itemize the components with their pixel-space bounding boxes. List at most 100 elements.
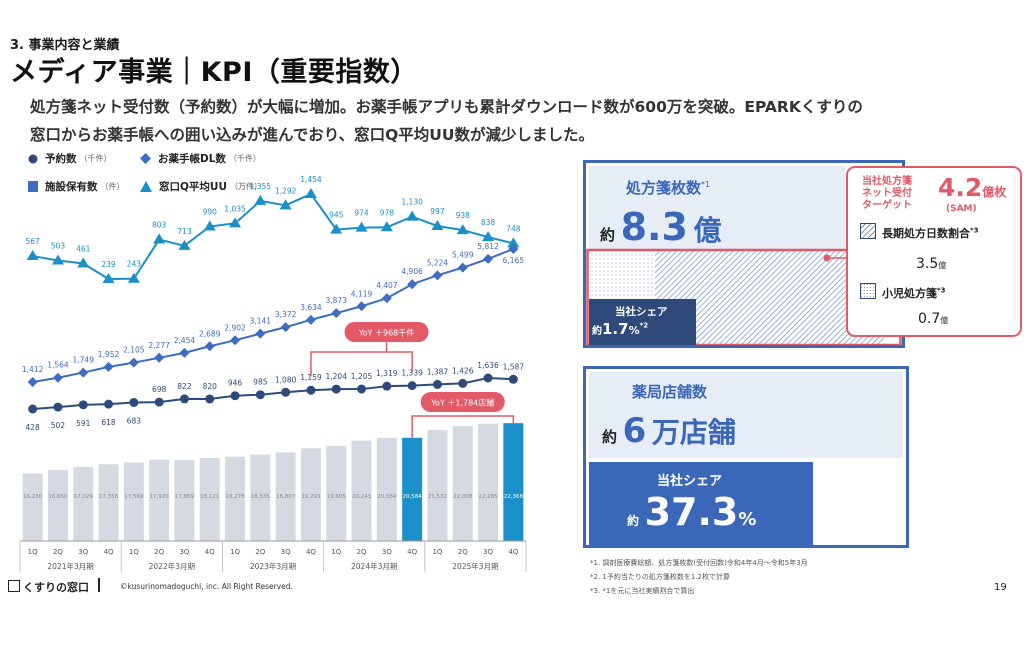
app-dl-point — [483, 253, 494, 264]
uu-point — [482, 231, 495, 242]
uu-value-label: 938 — [456, 211, 471, 220]
facility-bar — [376, 437, 397, 541]
reservations-value-label: 1,426 — [452, 366, 474, 375]
app-dl-value-label: 5,812 — [477, 242, 499, 251]
facility-bar — [503, 423, 524, 541]
legend-unit: （万件） — [229, 182, 262, 191]
reservations-value-label: 591 — [76, 419, 91, 428]
pharmacies-share-box: 当社シェア 約 37.3% — [589, 462, 813, 545]
prescriptions-title-text: 処方箋枚数 — [626, 179, 702, 197]
category-tick-label: 2Q — [458, 548, 468, 556]
facility-bar-label: 17,569 — [124, 494, 144, 500]
pediatric-value-unit: 億 — [940, 316, 949, 325]
uu-value-label: 1,355 — [250, 182, 272, 191]
category-tick-label: 2Q — [255, 548, 265, 556]
legend-app-downloads: お薬手帳DL数 （千件） — [140, 151, 261, 166]
pharmacies-kpi-box: 薬局店舗数 約 6 万店舗 当社シェア 約 37.3% — [583, 366, 909, 548]
reservations-value-label: 1,636 — [477, 361, 499, 370]
uu-point — [26, 250, 39, 261]
yoy-reservations-bracket — [310, 351, 413, 377]
uu-point — [355, 221, 368, 232]
category-tick-label: 1Q — [129, 548, 139, 556]
logo-icon — [8, 580, 20, 592]
uu-point — [456, 224, 469, 235]
prescriptions-share-prefix: 約 — [592, 326, 602, 337]
reservations-value-label: 822 — [177, 382, 192, 391]
category-tick-label: 3Q — [382, 548, 392, 556]
category-tick-label: 2Q — [357, 548, 367, 556]
facility-bar — [174, 460, 195, 541]
pediatric-label-sup: *3 — [937, 286, 946, 295]
uu-value-label: 974 — [354, 209, 369, 218]
pharmacies-title: 薬局店舗数 — [632, 383, 708, 401]
uu-value-label: 239 — [101, 260, 116, 269]
legend-reservations: 予約数 （千件） — [28, 151, 112, 166]
app-dl-value-label: 2,454 — [174, 336, 196, 345]
uu-value-label: 713 — [177, 227, 192, 236]
category-tick-label: 4Q — [407, 548, 417, 556]
uu-value-label: 838 — [481, 218, 496, 227]
reservations-point — [331, 384, 341, 394]
pharmacies-share-value: 約 37.3% — [627, 490, 756, 534]
prescriptions-value-prefix: 約 — [600, 226, 616, 244]
uu-point — [431, 219, 444, 230]
app-dl-point — [78, 367, 89, 378]
prescriptions-share-box: 当社シェア 約1.7%*2 — [589, 299, 696, 345]
footnote-3: *3. *1を元に当社実績割合で算出 — [590, 587, 695, 595]
app-dl-value-label: 1,564 — [47, 361, 69, 370]
category-tick-label: 3Q — [179, 548, 189, 556]
pediatric-value-number: 0.7 — [918, 311, 941, 327]
logo-text: くすりの窓口 — [23, 581, 89, 594]
app-dl-point — [154, 352, 165, 363]
app-dl-point — [305, 314, 316, 325]
reservations-point — [129, 397, 139, 407]
facility-bar — [98, 464, 119, 541]
hatched-legend-icon — [860, 223, 876, 239]
category-tick-label: 1Q — [331, 548, 341, 556]
reservations-value-label: 1,205 — [351, 372, 373, 381]
reservations-value-label: 683 — [127, 416, 142, 425]
category-tick-label: 2Q — [154, 548, 164, 556]
pharmacies-share-number: 37.3 — [644, 490, 739, 534]
app-dl-point — [52, 372, 63, 383]
app-dl-point — [280, 322, 291, 333]
uu-point — [507, 237, 520, 248]
prescriptions-value: 約 8.3 億 — [600, 205, 722, 249]
pharmacies-value-unit: 万店舗 — [651, 416, 736, 449]
app-dl-point — [508, 244, 519, 254]
reservations-value-label: 428 — [25, 423, 40, 432]
kpi-chart: 16,230 16,650 17,029 17,358 17,569 17,920 17,8… — [19, 175, 527, 572]
facility-bar-label: 16,230 — [23, 494, 43, 500]
lead-text: 処方箋ネット受付数（予約数）が大幅に増加。お薬手帳アプリも累計ダウンロード数が6… — [30, 93, 980, 149]
app-dl-value-label: 5,224 — [427, 258, 449, 267]
page-number: 19 — [994, 582, 1007, 593]
reservations-point — [154, 397, 164, 407]
long-term-value-number: 3.5 — [916, 256, 939, 272]
target-value: 4.2億枚 — [938, 173, 1006, 202]
prescriptions-share-value: 約1.7%*2 — [592, 319, 648, 338]
facility-bar-label: 21,532 — [428, 494, 447, 500]
app-dl-point — [230, 335, 241, 346]
footer-divider — [98, 578, 100, 592]
uu-value-label: 748 — [506, 224, 521, 233]
yoy-reservations-label: YoY ＋968千件 — [358, 328, 414, 338]
pharmacies-value-prefix: 約 — [602, 428, 618, 446]
uu-point — [279, 199, 292, 210]
long-term-value-unit: 億 — [938, 261, 947, 270]
facility-bar-label: 19,605 — [327, 494, 347, 500]
yoy-facilities-bracket — [411, 415, 515, 438]
fiscal-year-label: 2022年3月期 — [149, 561, 195, 571]
reservations-point — [255, 390, 265, 400]
facility-bar-label: 17,869 — [175, 494, 195, 500]
facility-bar-label: 20,584 — [403, 494, 423, 500]
app-dl-point — [331, 308, 342, 319]
target-title-line3: ターゲット — [862, 200, 912, 211]
uu-series-line — [32, 192, 514, 281]
prescriptions-share-number: 1.7 — [602, 320, 629, 338]
pharmacies-header-bg — [589, 372, 903, 458]
reservations-value-label: 618 — [101, 418, 116, 427]
prescriptions-title-sup: *1 — [701, 180, 711, 189]
reservations-point — [205, 394, 215, 404]
square-marker-icon — [28, 181, 38, 192]
reservations-point — [306, 385, 316, 395]
